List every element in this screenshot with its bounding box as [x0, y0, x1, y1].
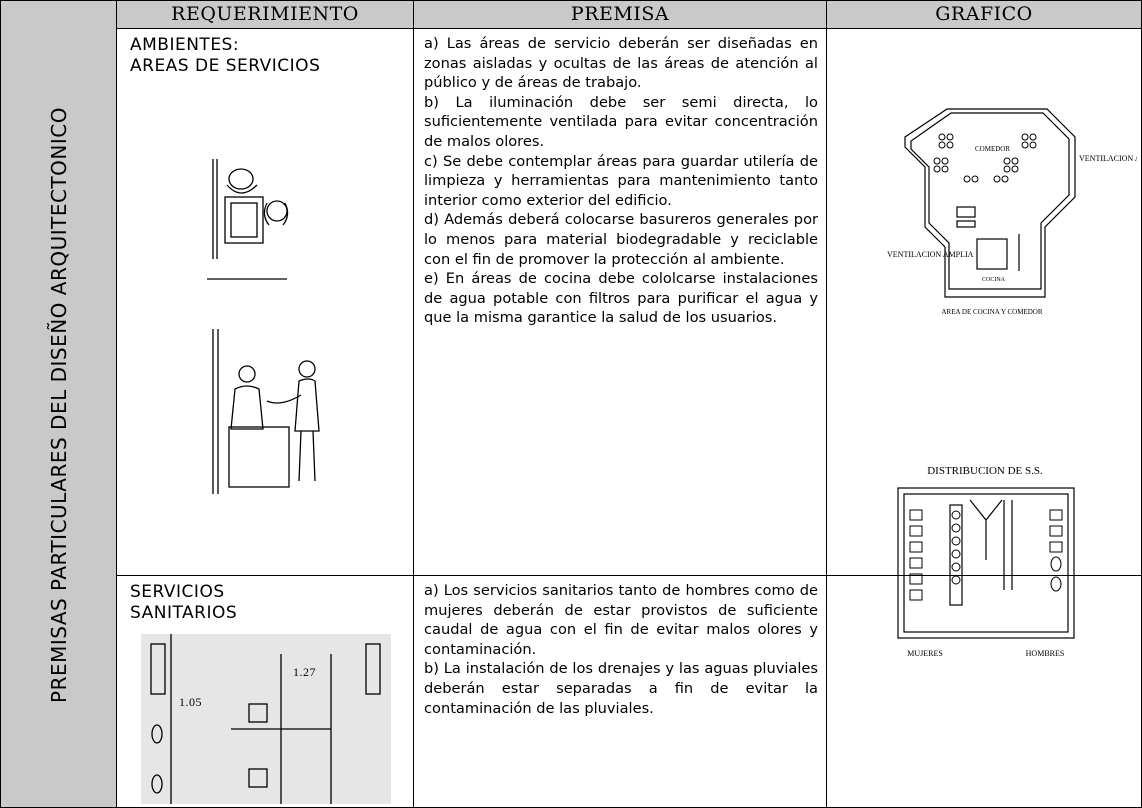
requirement-line: SANITARIOS: [130, 603, 238, 623]
requirement-line: AMBIENTES:: [130, 35, 240, 55]
premise-cell: a) Las áreas de servicio deberán ser dis…: [413, 28, 827, 576]
desk-sketch: [207, 159, 289, 280]
requirement-line: AREAS DE SERVICIOS: [130, 56, 321, 76]
dimension-label: 1.05: [179, 695, 202, 709]
plan-label: VENTILACION AMPLIA: [887, 250, 974, 259]
requirement-cell: AMBIENTES: AREAS DE SERVICIOS: [116, 28, 414, 576]
plan-label: HOMBRES: [1026, 649, 1065, 658]
header-cell: REQUERIMIENTO: [116, 0, 414, 29]
requirement-cell: SERVICIOS SANITARIOS 1.05 1.27: [116, 575, 414, 808]
sidebar: PREMISAS PARTICULARES DEL DISEÑO ARQUITE…: [0, 0, 117, 808]
sanitary-plan: DISTRIBUCION DE S.S. MUJERES HOMBRES: [897, 465, 1075, 658]
sidebar-title: PREMISAS PARTICULARES DEL DISEÑO ARQUITE…: [47, 107, 71, 703]
premise-cell: a) Los servicios sanitarios tanto de hom…: [413, 575, 827, 808]
premise-paragraph: b) La instalación de los drenajes y las …: [424, 660, 818, 717]
premise-paragraph: e) En áreas de cocina debe cololcarse in…: [424, 270, 818, 327]
premise-paragraph: d) Además deberá colocarse basureros gen…: [424, 211, 818, 268]
requirement-line: SERVICIOS: [130, 582, 225, 602]
bathroom-plan: 1.05 1.27: [141, 634, 391, 804]
premise-paragraph: c) Se debe contemplar áreas para guardar…: [424, 152, 818, 209]
plan-label: MUJERES: [907, 649, 943, 658]
plan-caption: AREA DE COCINA Y COMEDOR: [942, 308, 1043, 316]
plan-label: COMEDOR: [975, 145, 1010, 153]
header-cell: GRAFICO: [826, 0, 1142, 29]
kitchen-plan: COMEDOR VENTILACION AMPLIA VENTILACION A…: [887, 108, 1137, 316]
premise-paragraph: a) Los servicios sanitarios tanto de hom…: [424, 582, 818, 658]
dimension-label: 1.27: [293, 665, 316, 679]
plan-title: DISTRIBUCION DE S.S.: [927, 465, 1043, 477]
premise-paragraph: b) La iluminación debe ser semi directa,…: [424, 93, 818, 150]
plan-label: VENTILACION AMPLIA: [1079, 154, 1137, 163]
premise-paragraph: a) Las áreas de servicio deberán ser dis…: [424, 35, 818, 92]
header-cell: PREMISA: [413, 0, 827, 29]
person-sketch: [212, 329, 320, 494]
plan-label: COCINA: [982, 277, 1006, 283]
